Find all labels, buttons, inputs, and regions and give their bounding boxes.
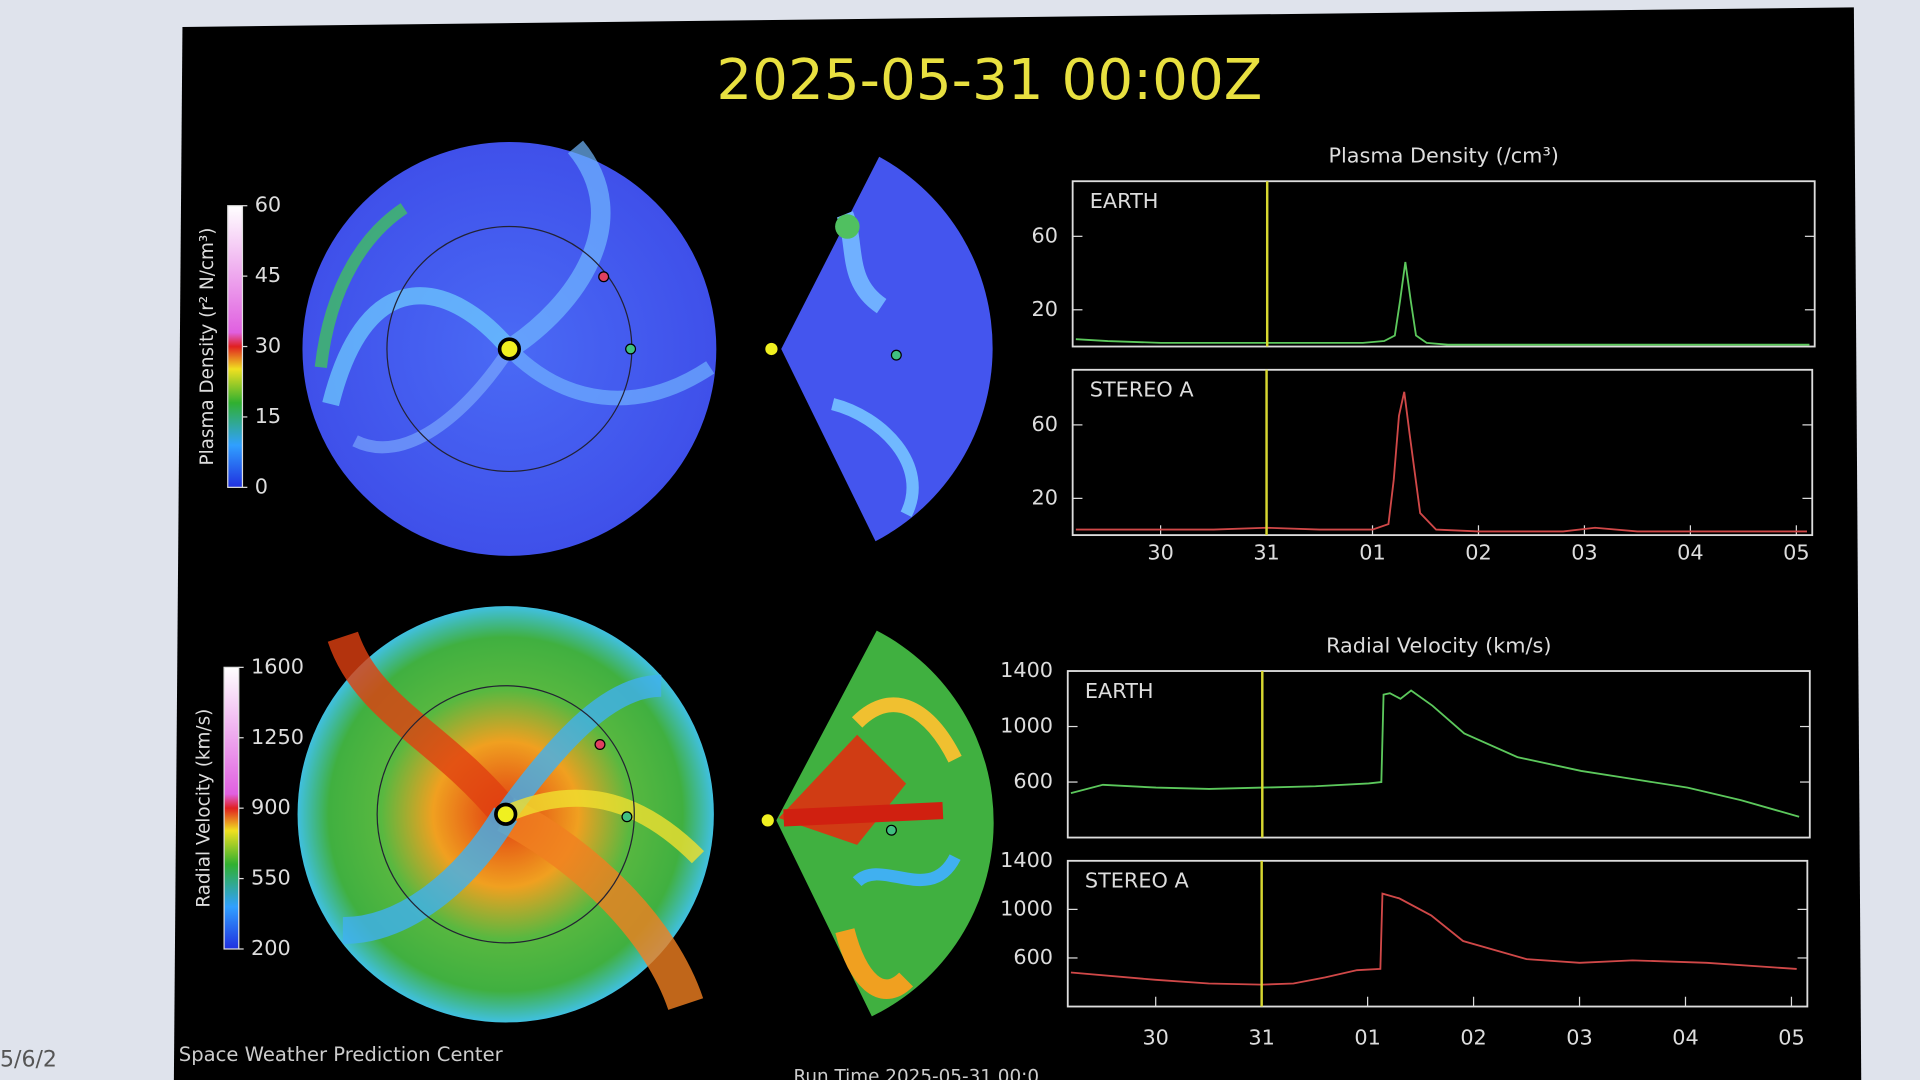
x-tick-label: 02 (1460, 1025, 1486, 1049)
panel-frame (1071, 368, 1814, 537)
y-tick-label: 600 (1013, 769, 1053, 793)
colorbar-tick-label: 1250 (251, 725, 304, 749)
colorbar (227, 205, 244, 488)
y-tick-label: 1000 (1000, 714, 1053, 738)
x-tick-label: 01 (1359, 540, 1385, 564)
colorbar-tick-label: 200 (251, 936, 291, 960)
y-tick-label: 20 (1031, 485, 1057, 509)
y-tick-label: 1000 (1000, 896, 1053, 920)
colorbar-tick-label: 550 (251, 866, 291, 890)
panel-label: EARTH (1085, 679, 1154, 703)
y-tick-label: 20 (1031, 297, 1057, 321)
x-tick-label: 03 (1566, 1025, 1592, 1049)
corner-text: 5/6/2 (0, 1047, 57, 1072)
panel-title: Plasma Density (/cm³) (1328, 144, 1558, 168)
colorbar (223, 666, 240, 950)
density-wedge (762, 156, 993, 542)
series-line (1070, 892, 1797, 986)
density-disk (302, 140, 717, 556)
colorbar-tick-label: 1600 (251, 654, 304, 678)
x-tick-label: 31 (1248, 1025, 1274, 1049)
x-tick-label: 01 (1354, 1025, 1380, 1049)
panel-label: STEREO A (1085, 869, 1190, 893)
series-line (1075, 261, 1810, 346)
colorbar-tick-label: 0 (255, 474, 268, 498)
x-tick-label: 03 (1571, 540, 1597, 564)
timestamp-title: 2025-05-31 00:00Z (716, 48, 1262, 113)
series-line (1070, 689, 1800, 818)
panel-frame (1071, 180, 1816, 348)
credit: Space Weather Prediction Center (179, 1043, 504, 1066)
x-tick-label: 31 (1253, 540, 1279, 564)
y-tick-label: 600 (1013, 945, 1053, 969)
colorbar-tick-label: 60 (255, 193, 281, 217)
x-tick-label: 30 (1142, 1025, 1168, 1049)
panel-label: EARTH (1090, 189, 1159, 213)
panel-frame (1066, 859, 1809, 1008)
velocity-disk (297, 606, 714, 1023)
y-tick-label: 1400 (1000, 848, 1053, 872)
x-tick-label: 04 (1672, 1025, 1698, 1049)
y-tick-label: 60 (1031, 223, 1057, 247)
x-tick-label: 05 (1783, 540, 1809, 564)
x-tick-label: 04 (1677, 540, 1703, 564)
run-time: Run Time 2025-05-31 00:0 (793, 1067, 1039, 1080)
panel-label: STEREO A (1090, 378, 1195, 402)
colorbar-tick-label: 15 (255, 404, 281, 428)
x-tick-label: 30 (1147, 540, 1173, 564)
colorbar-label: Plasma Density (r² N/cm³) (197, 228, 218, 466)
panel-title: Radial Velocity (km/s) (1326, 634, 1551, 658)
y-tick-label: 1400 (1000, 658, 1053, 682)
y-tick-label: 60 (1031, 412, 1057, 436)
x-tick-label: 05 (1778, 1025, 1804, 1049)
panel-frame (1066, 670, 1811, 839)
colorbar-tick-label: 30 (255, 334, 281, 358)
colorbar-tick-label: 900 (251, 795, 291, 819)
colorbar-tick-label: 45 (255, 263, 281, 287)
x-tick-label: 02 (1465, 540, 1491, 564)
velocity-wedge (759, 630, 994, 1017)
colorbar-label: Radial Velocity (km/s) (193, 709, 214, 908)
